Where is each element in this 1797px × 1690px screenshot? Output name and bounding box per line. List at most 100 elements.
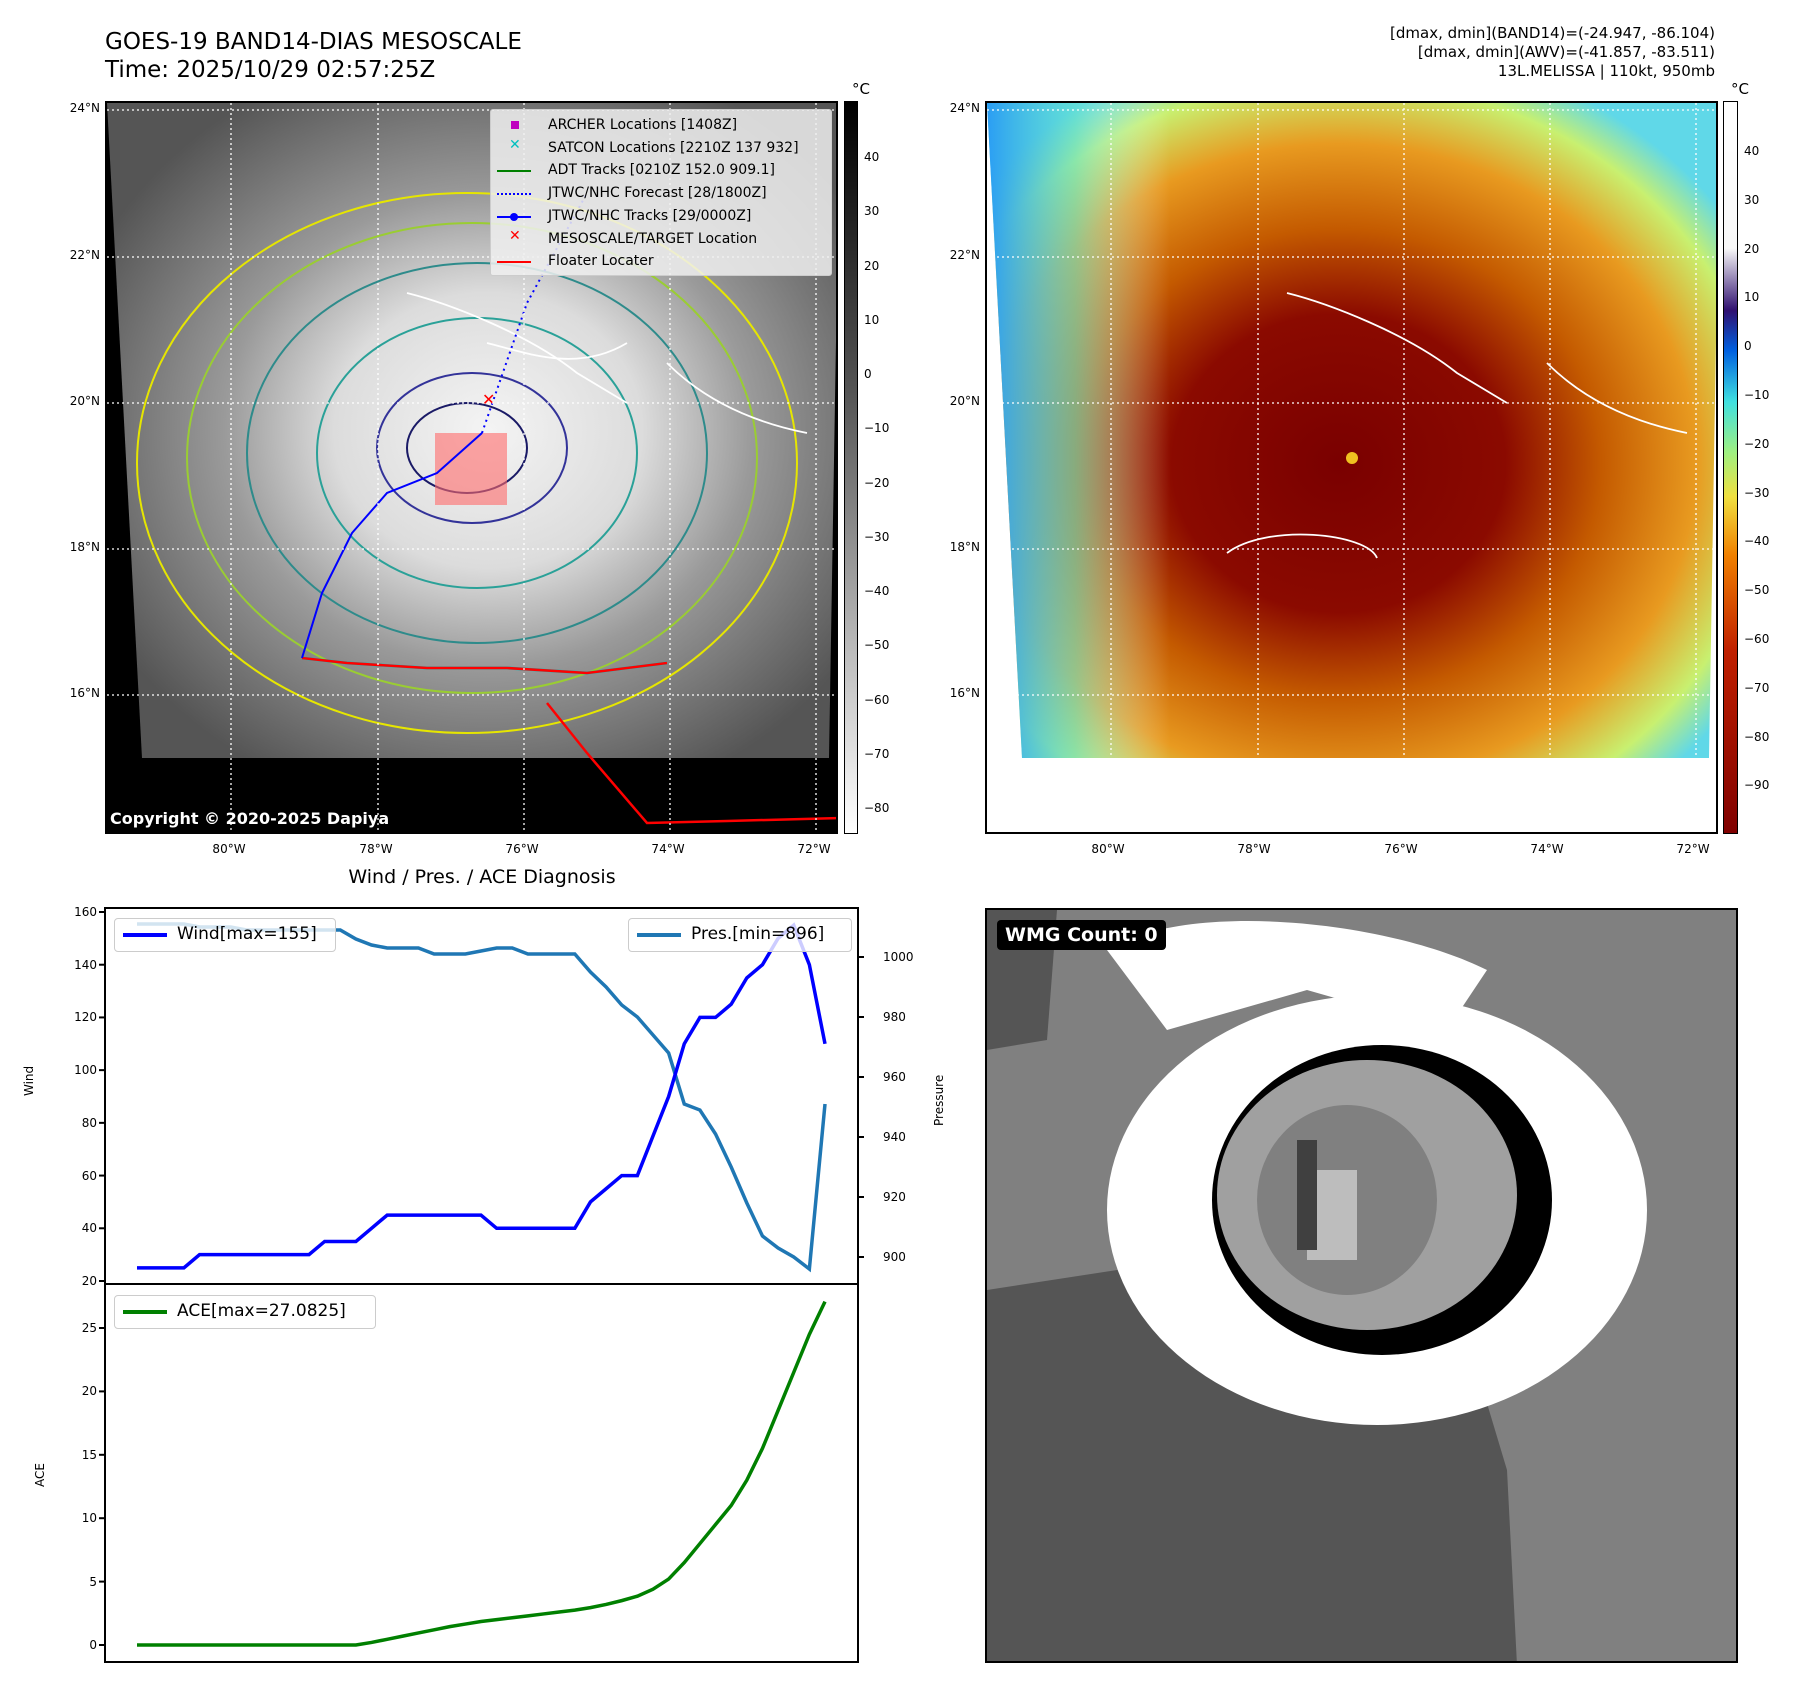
wind-legend: Wind[max=155] [114, 918, 336, 952]
map-legend: ARCHER Locations [1408Z] ✕ SATCON Location… [490, 109, 832, 276]
colorbar-tick: −50 [864, 638, 890, 653]
wmg-count-badge: WMG Count: 0 [997, 920, 1166, 950]
wind-tick-label: 120 [74, 1010, 97, 1025]
legend-item: Floater Locater [491, 251, 831, 273]
colorbar-tick: 30 [864, 204, 880, 219]
legend-marker-line-icon [497, 170, 531, 173]
wind-tick-label: 100 [74, 1063, 97, 1078]
colorbar-unit-right: °C [1731, 80, 1749, 98]
lon-label: 76°W [1384, 842, 1418, 856]
pressure-tick-label: 960 [883, 1070, 906, 1084]
lon-label: 72°W [1676, 842, 1710, 856]
legend-item: ARCHER Locations [1408Z] [491, 115, 831, 137]
wind-line [137, 922, 827, 1270]
band14-colorbar [844, 101, 858, 834]
lon-label: 74°W [1530, 842, 1564, 856]
wind-legend-swatch [123, 933, 167, 937]
ace-tick-label: 0 [89, 1638, 97, 1652]
awv-colorbar [1723, 101, 1738, 834]
figure-title: GOES-19 BAND14-DIAS MESOSCALE [105, 29, 522, 55]
wind-axis-label: Wind [22, 1065, 36, 1096]
lat-label: 22°N [69, 248, 100, 262]
colorbar-tick: −20 [864, 475, 890, 490]
colorbar-tick: −90 [1744, 778, 1770, 793]
wind-tick-label: 40 [81, 1221, 97, 1236]
colorbar-tick: −40 [1744, 534, 1770, 549]
legend-label: ADT Tracks [0210Z 152.0 909.1] [548, 162, 775, 179]
legend-label: SATCON Locations [2210Z 137 932] [548, 139, 799, 156]
legend-label: JTWC/NHC Forecast [28/1800Z] [548, 185, 767, 202]
colorbar-tick: −70 [1744, 680, 1770, 695]
lon-label: 76°W [505, 842, 539, 856]
dmax-awv: [dmax, dmin](AWV)=(-41.857, -83.511) [1417, 43, 1715, 61]
ace-legend-label: ACE[max=27.0825] [177, 1301, 346, 1321]
lat-label: 24°N [949, 101, 980, 115]
colorbar-tick: 0 [1744, 339, 1752, 354]
colorbar-tick: −40 [864, 584, 890, 598]
wind-tick-label: 20 [81, 1274, 97, 1288]
ace-tick-label: 20 [81, 1384, 97, 1399]
wind-tick-label: 140 [74, 957, 97, 972]
svg-text:✕: ✕ [482, 390, 495, 409]
ace-tick-label: 5 [89, 1574, 97, 1589]
wind-tick-label: 160 [74, 905, 97, 919]
wind-tick-label: 80 [81, 1115, 97, 1130]
lat-label: 16°N [69, 686, 100, 700]
wmg-panel: WMG Count: 0 [985, 908, 1738, 1663]
colorbar-tick: 40 [1744, 144, 1760, 158]
lon-label: 78°W [1237, 842, 1271, 856]
legend-item: JTWC/NHC Tracks [29/0000Z] [491, 206, 831, 228]
colorbar-tick: −30 [1744, 485, 1770, 500]
pressure-tick-label: 900 [883, 1250, 906, 1264]
lat-label: 20°N [69, 394, 100, 408]
pressure-legend-label: Pres.[min=896] [691, 924, 825, 944]
copyright: Copyright © 2020-2025 Dapiya [110, 809, 390, 828]
pressure-tick-label: 920 [883, 1190, 906, 1204]
chart-title: Wind / Pres. / ACE Diagnosis [348, 866, 616, 888]
legend-item: ✕ SATCON Locations [2210Z 137 932] [491, 136, 831, 160]
pressure-tick-label: 940 [883, 1130, 906, 1144]
awv-map [985, 101, 1718, 834]
lon-label: 74°W [651, 842, 685, 856]
wind-axes-frame [104, 907, 859, 1285]
colorbar-tick: −10 [864, 421, 890, 436]
colorbar-tick: 40 [864, 150, 880, 164]
lat-label: 22°N [949, 248, 980, 262]
wind-tick-label: 60 [81, 1168, 97, 1183]
ace-legend: ACE[max=27.0825] [114, 1295, 376, 1329]
colorbar-tick: 20 [864, 258, 880, 273]
colorbar-tick: 0 [864, 367, 872, 381]
colorbar-tick: −20 [1744, 436, 1770, 451]
legend-marker-x-icon: ✕ [509, 136, 521, 153]
lat-label: 16°N [949, 686, 980, 700]
ace-legend-swatch [123, 1310, 167, 1314]
colorbar-tick: −70 [864, 746, 890, 761]
legend-label: ARCHER Locations [1408Z] [548, 117, 738, 133]
legend-label: MESOSCALE/TARGET Location [548, 230, 758, 247]
colorbar-unit: °C [852, 80, 870, 98]
pressure-legend-swatch [637, 933, 681, 937]
legend-marker-square-icon [511, 121, 519, 129]
band14-map: ✕ ARCHER Locations [1408Z] ✕ SATCON Locati… [105, 101, 838, 834]
legend-label: JTWC/NHC Tracks [29/0000Z] [548, 207, 752, 224]
ace-axis-label: ACE [33, 1463, 47, 1487]
legend-marker-line-icon [497, 261, 531, 264]
colorbar-tick: −60 [1744, 632, 1770, 646]
pressure-line [137, 922, 827, 1273]
lon-label: 78°W [359, 842, 393, 856]
colorbar-tick: 20 [1744, 241, 1760, 256]
colorbar-tick: −50 [1744, 583, 1770, 598]
pressure-axis-label: Pressure [932, 1074, 946, 1126]
ace-line [137, 1300, 827, 1647]
lat-label: 20°N [949, 394, 980, 408]
colorbar-tick: −60 [864, 692, 890, 707]
pressure-tick-label: 1000 [883, 950, 914, 964]
legend-item: ADT Tracks [0210Z 152.0 909.1] [491, 160, 831, 182]
colorbar-tick: −80 [1744, 729, 1770, 744]
lon-label: 72°W [797, 842, 831, 856]
legend-item: JTWC/NHC Forecast [28/1800Z] [491, 183, 831, 205]
lat-label: 18°N [69, 540, 100, 554]
legend-marker-dotted-icon [497, 193, 531, 196]
storm-info: 13L.MELISSA | 110kt, 950mb [1497, 62, 1715, 80]
